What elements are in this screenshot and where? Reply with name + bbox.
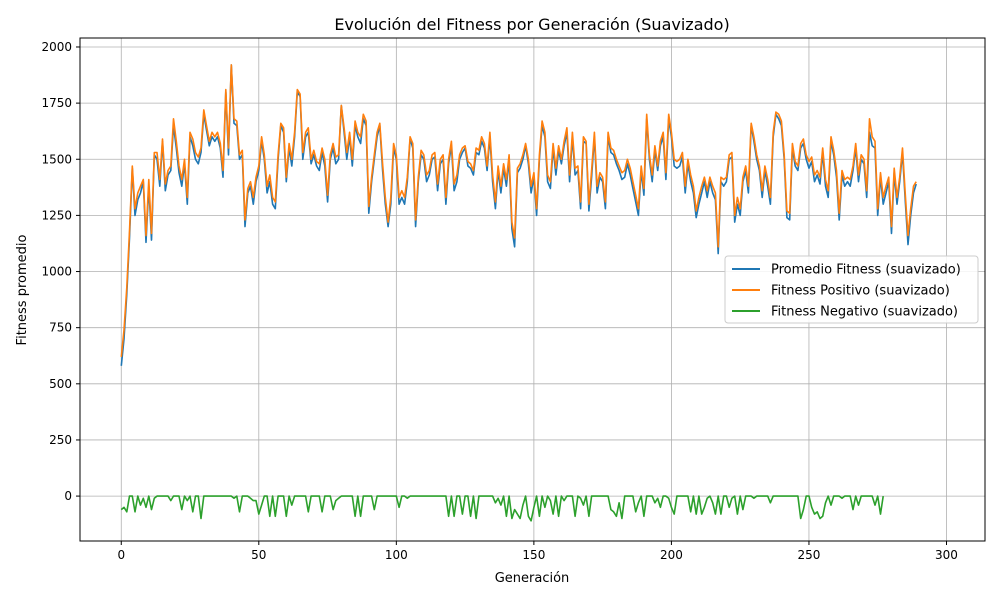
- y-tick-label: 500: [49, 377, 72, 391]
- x-tick-label: 250: [797, 548, 820, 562]
- x-tick-label: 50: [251, 548, 266, 562]
- legend-label-promedio: Promedio Fitness (suavizado): [771, 263, 961, 278]
- x-tick-label: 150: [522, 548, 545, 562]
- x-axis-label: Generación: [495, 571, 570, 586]
- y-tick-label: 750: [49, 321, 72, 335]
- y-tick-label: 250: [49, 433, 72, 447]
- series-line-negativo: [120, 495, 884, 522]
- x-tick-label: 0: [117, 548, 125, 562]
- y-tick-label: 0: [64, 489, 72, 503]
- y-tick-label: 1000: [41, 265, 72, 279]
- y-tick-label: 1250: [41, 208, 72, 222]
- series-line-positivo: [120, 64, 917, 357]
- chart-title: Evolución del Fitness por Generación (Su…: [334, 15, 729, 34]
- y-tick-label: 1750: [41, 96, 72, 110]
- legend-box: [724, 255, 979, 324]
- y-axis-label: Fitness promedio: [15, 235, 30, 346]
- x-tick-label: 300: [935, 548, 958, 562]
- axis-ticks: 0 50 100 150 200 250 300 0 250 500 750 1000 1250 1500…: [41, 40, 957, 562]
- x-tick-label: 100: [385, 548, 408, 562]
- y-tick-label: 2000: [41, 40, 72, 54]
- y-tick-label: 1500: [41, 152, 72, 166]
- x-tick-label: 200: [660, 548, 683, 562]
- legend-label-positivo: Fitness Positivo (suavizado): [771, 284, 950, 299]
- legend-label-negativo: Fitness Negativo (suavizado): [771, 305, 958, 320]
- legend: Promedio Fitness (suavizado) Fitness Posi…: [724, 255, 979, 324]
- plot-frame: [79, 37, 986, 542]
- series-group: [120, 64, 917, 522]
